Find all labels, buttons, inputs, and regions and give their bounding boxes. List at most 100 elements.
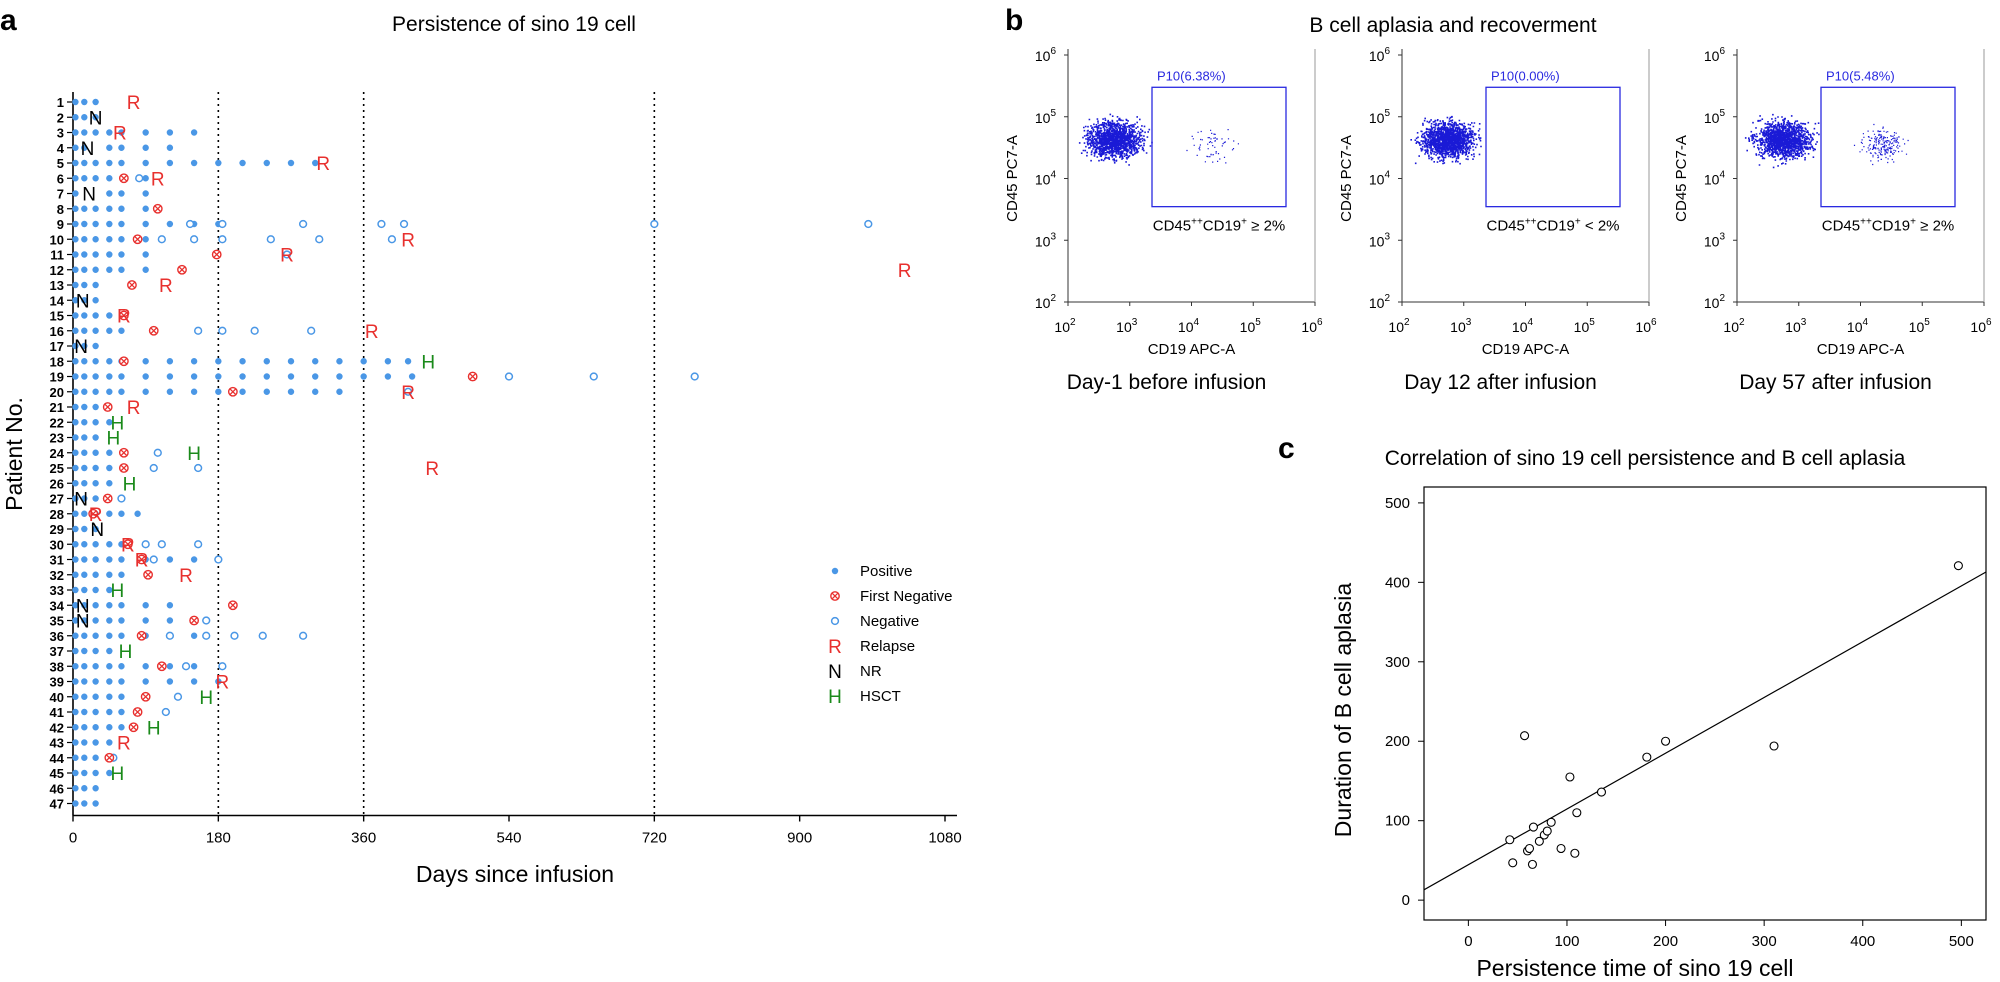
hsct-mark: H <box>107 429 121 450</box>
x-tick-exponent: 4 <box>1528 317 1534 328</box>
negative-point <box>589 372 598 381</box>
first-negative-cross <box>120 358 127 365</box>
first-negative-cross <box>128 281 136 289</box>
y-tick-label: 105 <box>1035 108 1057 126</box>
y-tick-label: 100 <box>1385 813 1410 830</box>
gate-rule-marker: CD45 <box>1153 218 1191 235</box>
positive-point <box>92 586 99 594</box>
gate-rule-sup: ++ <box>1191 217 1203 228</box>
x-tick-label: 104 <box>1512 317 1534 335</box>
x-tick-exponent: 4 <box>1194 317 1200 328</box>
negative-point <box>202 616 211 625</box>
first-negative-cross <box>90 510 97 517</box>
positive-point <box>312 388 319 395</box>
patient-label: 33 <box>50 583 64 598</box>
positive-point <box>72 342 79 350</box>
flow-plot: 102 102 103 103 104 104 105 105 106 106 CD19 APC-A… <box>1004 46 1323 394</box>
relapse-mark: R <box>179 566 193 587</box>
first-negative-cross <box>104 403 111 411</box>
positive-point <box>72 419 79 426</box>
y-tick-exponent: 5 <box>1050 108 1056 119</box>
patient-label: 13 <box>50 278 64 293</box>
relapse-mark: R <box>425 459 439 480</box>
positive-point <box>81 403 88 411</box>
x-tick-exponent: 2 <box>1404 317 1410 328</box>
positive-point <box>72 678 79 685</box>
positive-point <box>215 678 222 685</box>
y-tick-label: 103 <box>1369 231 1391 249</box>
positive-point <box>106 327 113 334</box>
positive-point <box>118 129 125 136</box>
x-tick-label: 720 <box>642 830 667 847</box>
positive-point <box>81 663 88 670</box>
positive-point <box>142 388 149 395</box>
positive-point <box>72 541 79 548</box>
positive-point <box>81 342 88 350</box>
x-tick-label: 0 <box>69 830 77 847</box>
patient-label: 40 <box>50 690 64 705</box>
positive-point <box>106 358 113 365</box>
relapse-mark: R <box>898 261 912 282</box>
positive-point <box>239 159 246 167</box>
positive-point <box>92 739 99 746</box>
positive-point <box>142 236 149 243</box>
positive-point <box>166 678 174 685</box>
relapse-mark: R <box>216 673 230 694</box>
positive-point <box>81 312 88 319</box>
negative-point <box>135 174 144 183</box>
positive-point <box>92 297 99 304</box>
y-tick-exponent: 5 <box>1384 108 1390 119</box>
positive-point <box>106 586 113 594</box>
positive-point <box>72 525 79 533</box>
positive-point <box>72 236 79 243</box>
positive-point <box>142 190 149 197</box>
positive-point <box>72 556 79 563</box>
positive-point <box>81 586 88 594</box>
x-axis-label: CD19 APC-A <box>1482 341 1570 358</box>
first-negative-cross <box>120 175 127 182</box>
relapse-mark: R <box>280 246 294 267</box>
positive-point <box>92 114 99 121</box>
positive-point <box>92 373 99 380</box>
positive-point <box>190 556 198 563</box>
positive-point <box>72 312 79 319</box>
y-tick-label: 102 <box>1035 293 1057 311</box>
negative-point <box>399 219 409 229</box>
patient-label: 42 <box>50 720 64 735</box>
panel-a-letter: a <box>0 4 17 37</box>
negative-point <box>230 631 239 640</box>
positive-point <box>106 175 113 182</box>
positive-point <box>81 708 88 716</box>
x-tick-label: 106 <box>1301 317 1323 335</box>
positive-point <box>106 144 113 151</box>
legend-label: Positive <box>860 563 913 580</box>
negative-point <box>298 631 308 640</box>
patient-label: 6 <box>57 171 64 186</box>
first-negative-cross <box>150 327 157 334</box>
positive-point <box>106 251 113 258</box>
relapse-mark: R <box>89 505 103 526</box>
patient-label: 18 <box>50 354 64 369</box>
positive-point <box>142 205 149 212</box>
nr-mark: N <box>76 612 90 633</box>
negative-point <box>193 326 203 335</box>
first-negative-cross <box>138 632 145 639</box>
first-negative-cross <box>124 541 131 548</box>
positive-point <box>142 220 149 228</box>
patient-label: 9 <box>57 217 64 232</box>
y-tick-label: 105 <box>1704 108 1726 126</box>
y-tick-exponent: 2 <box>1384 293 1390 304</box>
y-tick-exponent: 5 <box>1719 108 1725 119</box>
x-tick-label: 102 <box>1054 317 1076 335</box>
patient-label: 32 <box>50 568 64 583</box>
positive-point <box>118 205 125 212</box>
data-point <box>1527 859 1538 869</box>
positive-point <box>118 220 125 228</box>
y-axis-label: CD45 PC7-A <box>1338 135 1355 222</box>
x-tick-exponent: 5 <box>1924 317 1930 328</box>
positive-point <box>72 586 79 594</box>
relapse-mark: R <box>127 93 141 114</box>
positive-point <box>106 647 113 655</box>
positive-point <box>72 785 79 792</box>
negative-point <box>307 326 316 335</box>
